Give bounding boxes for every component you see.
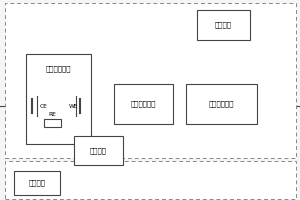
Bar <box>26 54 91 144</box>
Text: CE: CE <box>40 104 47 108</box>
Bar <box>196 10 250 40</box>
Bar <box>4 3 296 158</box>
Text: WE: WE <box>68 104 78 108</box>
Text: 稳定模块: 稳定模块 <box>90 147 107 154</box>
Bar <box>14 171 60 195</box>
Bar <box>4 161 296 199</box>
Text: 电源模块: 电源模块 <box>28 180 45 186</box>
Text: 参考模块: 参考模块 <box>215 22 232 28</box>
Text: 模数转换模块: 模数转换模块 <box>208 101 234 107</box>
Bar <box>74 136 123 165</box>
Text: RE: RE <box>49 112 56 117</box>
Bar <box>44 119 61 127</box>
Bar <box>186 84 256 124</box>
Text: 电化学传感器: 电化学传感器 <box>46 66 71 72</box>
Text: 第二放大模块: 第二放大模块 <box>130 101 156 107</box>
Bar <box>114 84 172 124</box>
